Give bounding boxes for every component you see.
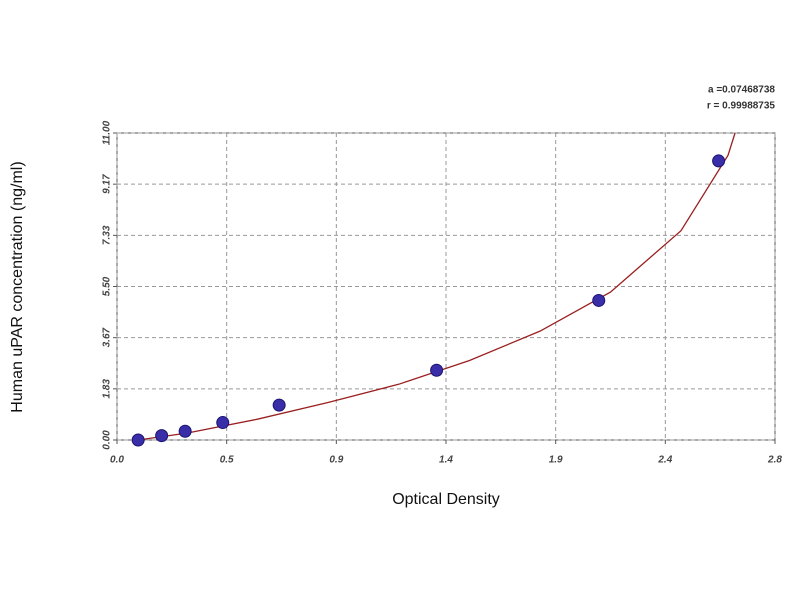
- x-axis-label: Optical Density: [392, 491, 500, 508]
- annotation: r = 0.99988735: [707, 101, 776, 112]
- x-tick-label: 0.9: [329, 455, 343, 466]
- x-tick-label: 0.5: [220, 455, 234, 466]
- data-point: [592, 293, 606, 307]
- y-tick-label: 11.00: [102, 120, 113, 145]
- data-point: [712, 154, 726, 168]
- data-point: [178, 424, 192, 438]
- y-tick-label: 7.33: [102, 225, 113, 245]
- y-tick-label: 5.50: [102, 276, 113, 296]
- data-point: [430, 363, 444, 377]
- x-tick-label: 2.4: [657, 455, 672, 466]
- data-point: [155, 429, 169, 443]
- fit-curve: [138, 132, 736, 441]
- x-tick-label: 0.0: [110, 455, 124, 466]
- y-axis-label: Human uPAR concentration (ng/ml): [9, 161, 26, 412]
- x-tick-label: 1.4: [439, 455, 453, 466]
- data-point: [131, 433, 145, 447]
- y-tick-label: 9.17: [102, 174, 113, 194]
- x-tick-label: 1.9: [549, 455, 563, 466]
- data-point: [272, 398, 286, 412]
- data-point: [216, 416, 230, 430]
- y-tick-label: 1.83: [102, 379, 113, 399]
- x-tick-label: 2.8: [767, 455, 782, 466]
- y-tick-label: 0.00: [102, 430, 113, 450]
- y-tick-label: 3.67: [102, 327, 113, 347]
- annotation: a =0.07468738: [708, 85, 775, 96]
